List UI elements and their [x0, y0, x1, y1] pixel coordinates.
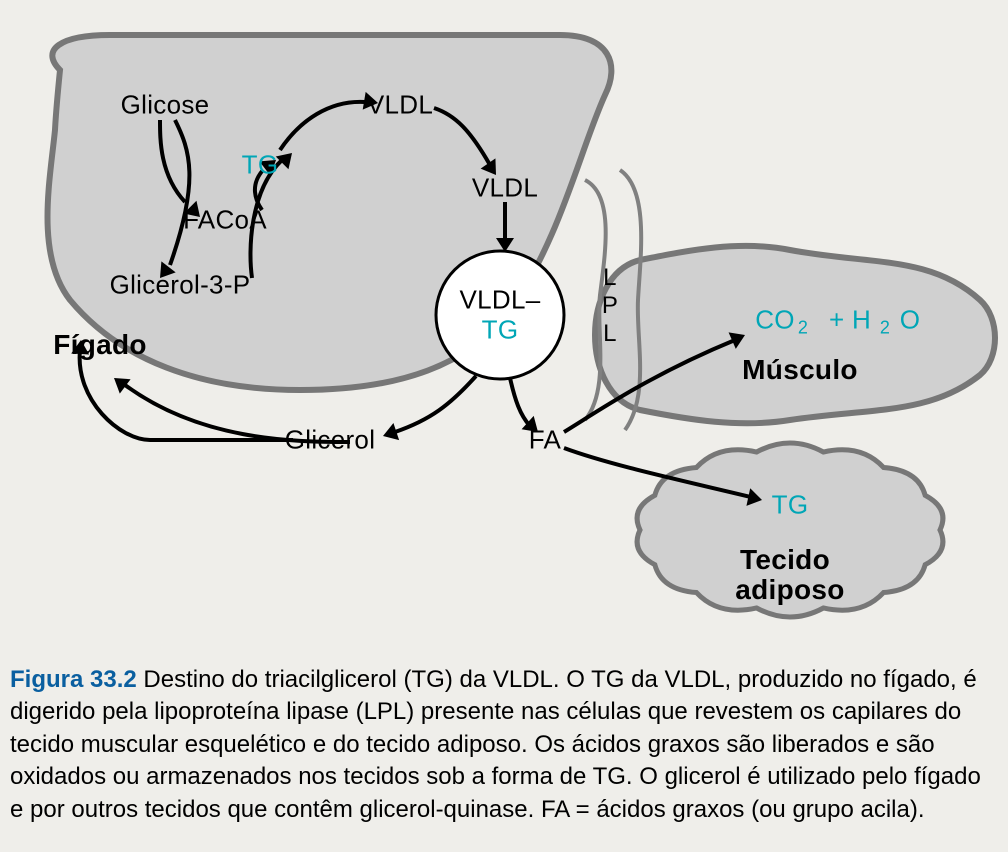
label-co2-sub1: 2 [798, 318, 808, 339]
label-glicerol3p: Glicerol-3-P [110, 270, 251, 301]
label-musculo: Músculo [742, 354, 858, 386]
label-co2: CO [755, 305, 795, 336]
label-plus-h: + H [829, 305, 871, 336]
label-lpl-p: P [602, 292, 618, 320]
label-vldl-tg-top: VLDL– [460, 285, 541, 316]
label-lpl-l2: L [603, 320, 617, 348]
label-tecido: Tecido [740, 544, 830, 576]
label-facoa: FACoA [183, 205, 267, 236]
label-tg-liver: TG [242, 150, 279, 181]
figure-caption: Figura 33.2 Destino do triacilglicerol (… [10, 664, 998, 826]
label-vldl-tg-bot: TG [482, 315, 519, 346]
label-o: O [900, 305, 921, 336]
label-figado: Fígado [53, 329, 147, 361]
label-glicose: Glicose [121, 90, 210, 121]
label-tg-adipose: TG [772, 490, 809, 521]
label-adiposo: adiposo [735, 574, 844, 606]
label-glicerol: Glicerol [285, 425, 376, 456]
label-h2-sub: 2 [880, 318, 890, 339]
diagram-canvas: Fígado Músculo Tecido adiposo Glicose TG… [0, 0, 1008, 852]
figure-label: Figura 33.2 [10, 666, 137, 693]
label-fa: FA [529, 425, 561, 456]
label-lpl-l: L [603, 264, 617, 292]
label-vldl-out: VLDL [472, 173, 538, 204]
figure-body: Destino do triacilglicerol (TG) da VLDL.… [10, 666, 981, 823]
label-vldl-in: VLDL [367, 90, 433, 121]
